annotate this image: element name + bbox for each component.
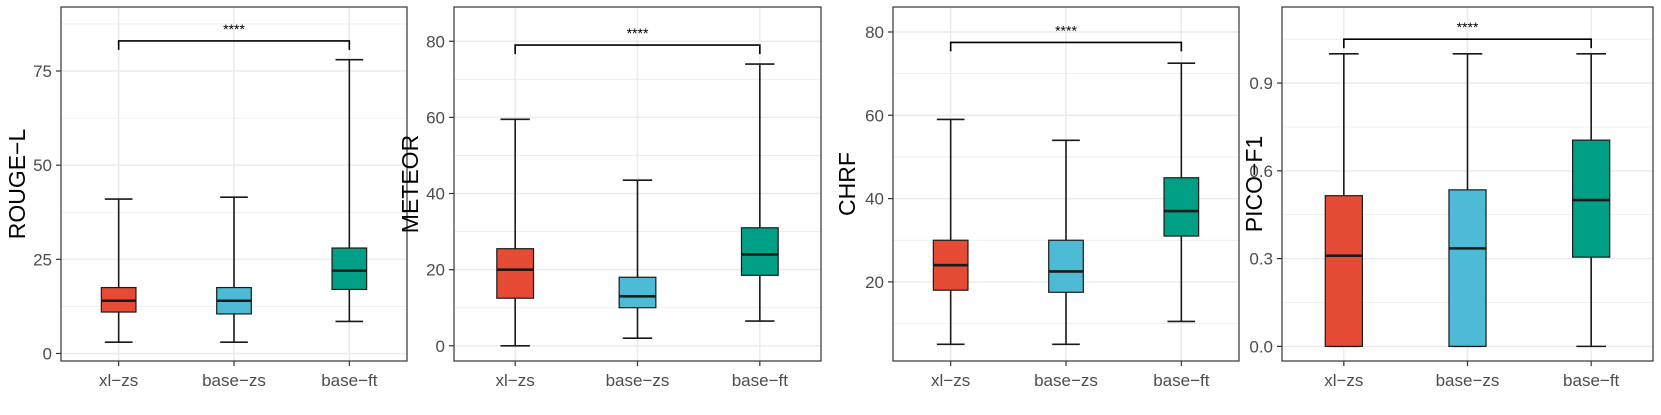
significance-bracket	[514, 44, 761, 55]
y-tick-label: 40	[426, 185, 445, 204]
y-tick-label: 20	[426, 261, 445, 280]
x-tick-label: xl−zs	[496, 371, 535, 390]
x-tick-label: xl−zs	[931, 371, 970, 390]
y-tick-label: 0	[43, 344, 52, 363]
x-tick-label: xl−zs	[1324, 371, 1363, 390]
box-base-zs	[1048, 139, 1084, 346]
iqr-box	[1572, 139, 1611, 258]
y-tick-label: 60	[426, 108, 445, 127]
chart-panel-2: **** 0 20 40 60 80 xl−zs base−zs base−ft METEOR	[397, 6, 822, 390]
y-tick-label: 0.9	[1249, 74, 1273, 93]
x-tick-label: base−ft	[321, 371, 378, 390]
box-base-zs	[618, 179, 657, 339]
x-tick-label: base−zs	[202, 371, 266, 390]
y-axis-title: PICO−F1	[1241, 136, 1267, 233]
y-tick-label: 0.0	[1249, 337, 1273, 356]
significance-bracket	[1343, 38, 1592, 49]
x-tick-label: base−ft	[1563, 371, 1620, 390]
x-tick-label: xl−zs	[99, 371, 138, 390]
y-tick-label: 60	[865, 106, 884, 125]
significance-bracket	[949, 41, 1183, 52]
x-tick-label: base−zs	[1436, 371, 1500, 390]
significance-bracket	[117, 40, 351, 50]
x-tick-label: base−ft	[1153, 371, 1210, 390]
y-axis-title: METEOR	[397, 135, 423, 233]
x-tick-label: base−ft	[732, 371, 789, 390]
y-axis-title: CHRF	[834, 152, 860, 216]
y-tick-label: 0.3	[1249, 250, 1273, 269]
y-axis-title: ROUGE−L	[4, 129, 30, 240]
iqr-box	[1163, 177, 1200, 237]
y-tick-label: 0	[436, 337, 445, 356]
significance-label: ****	[223, 21, 245, 37]
box-base-zs	[216, 196, 252, 343]
y-tick-label: 80	[865, 23, 884, 42]
box-base-zs	[1448, 53, 1487, 348]
iqr-box	[740, 227, 779, 276]
box-xl-zs	[100, 198, 137, 343]
box-base-ft	[1572, 53, 1611, 348]
significance-label: ****	[1457, 19, 1479, 35]
y-tick-label: 20	[865, 273, 884, 292]
chart-panel-1: **** 0 25 50 75 xl−zs base−zs base−ft ROUGE−L	[4, 6, 408, 390]
chart-panel-3: **** 20 40 60 80 xl−zs base−zs base−ft CHRF	[834, 6, 1240, 390]
chart-panel-4: **** 0.0 0.3 0.6 0.9 xl−zs base−zs base−ft PICO−…	[1241, 6, 1654, 390]
iqr-box	[1324, 195, 1363, 347]
significance-label: ****	[627, 25, 649, 41]
box-base-ft	[331, 58, 368, 323]
iqr-box	[1448, 189, 1487, 347]
y-tick-label: 25	[33, 250, 52, 269]
y-tick-label: 80	[426, 32, 445, 51]
y-tick-label: 0.6	[1249, 162, 1273, 181]
x-tick-label: base−zs	[1034, 371, 1098, 390]
box-xl-zs	[932, 118, 969, 346]
iqr-box	[331, 247, 368, 291]
y-tick-label: 50	[33, 156, 52, 175]
y-tick-label: 40	[865, 190, 884, 209]
y-tick-label: 75	[33, 62, 52, 81]
x-tick-label: base−zs	[606, 371, 670, 390]
box-base-ft	[1163, 62, 1200, 323]
iqr-box	[1048, 239, 1084, 293]
iqr-box	[618, 276, 657, 309]
box-xl-zs	[496, 118, 535, 347]
significance-label: ****	[1055, 22, 1077, 38]
iqr-box	[496, 248, 535, 299]
box-base-ft	[740, 63, 779, 322]
box-xl-zs	[1324, 53, 1363, 348]
